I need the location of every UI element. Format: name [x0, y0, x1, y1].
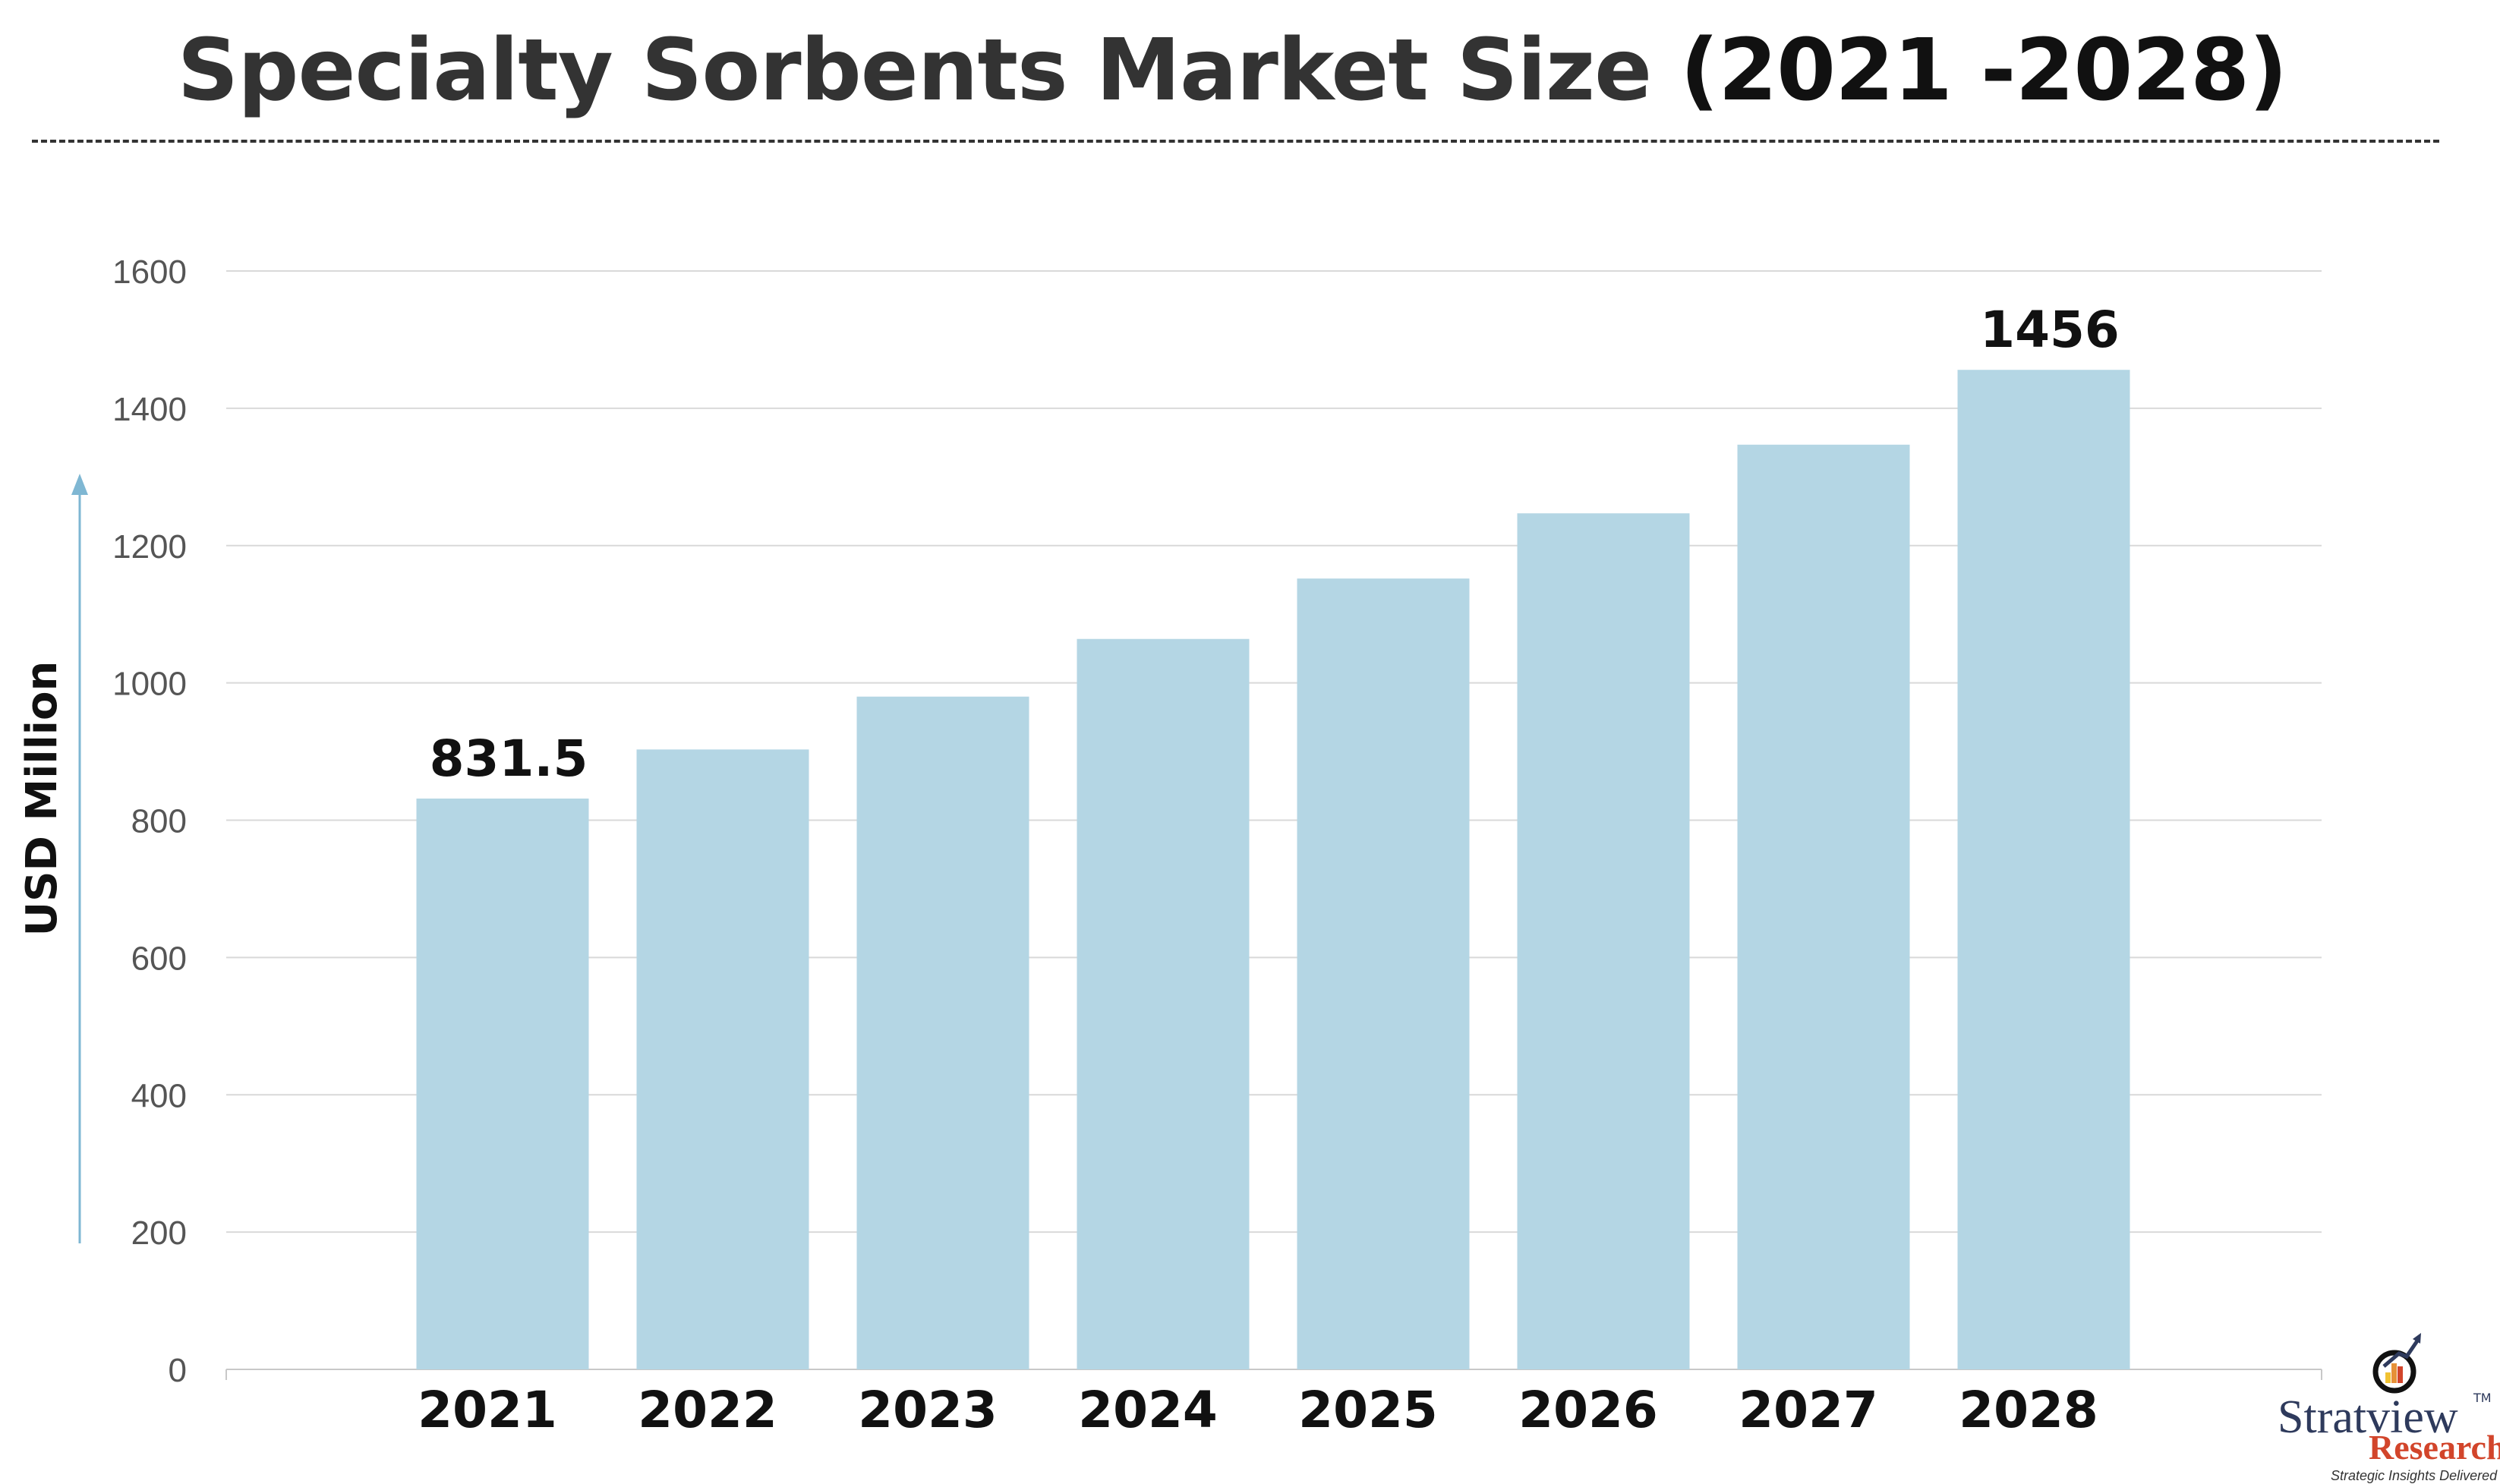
bar-2022 [636, 749, 809, 1369]
title-divider [32, 140, 2439, 143]
y-tick-label: 0 [169, 1352, 187, 1389]
data-label: 831.5 [430, 729, 588, 788]
y-tick-label: 1400 [112, 391, 187, 428]
y-tick-label: 800 [131, 803, 187, 840]
data-label: 1456 [1980, 301, 2120, 359]
logo-tm: TM [2473, 1391, 2492, 1405]
y-tick-label: 200 [131, 1215, 187, 1252]
title-years: (2021 -2028) [1680, 21, 2287, 120]
logo-name: Stratview [2278, 1391, 2458, 1443]
x-tick-label: 2024 [1078, 1381, 1218, 1439]
x-tick-label: 2025 [1298, 1381, 1438, 1439]
x-tick-label: 2026 [1518, 1381, 1658, 1439]
bar-2027 [1737, 444, 1910, 1369]
chart-title: Specialty Sorbents Market Size (2021 -20… [0, 21, 2464, 120]
bar-2021 [416, 799, 589, 1369]
y-tick-label: 400 [131, 1077, 187, 1114]
stratview-logo: Stratview TM Research Strategic Insights… [2270, 1321, 2500, 1483]
bar-2026 [1517, 513, 1690, 1369]
bar-2028 [1957, 370, 2130, 1370]
y-tick-label: 1200 [112, 528, 187, 566]
x-tick-label: 2028 [1959, 1381, 2098, 1439]
magnifier-chart-icon [2372, 1333, 2421, 1394]
x-tick-label: 2021 [418, 1381, 557, 1439]
title-main: Specialty Sorbents Market Size [177, 21, 1681, 120]
y-tick-label: 1600 [112, 254, 187, 291]
y-tick-label: 600 [131, 940, 187, 977]
y-tick-label: 1000 [112, 666, 187, 703]
bar-2025 [1297, 578, 1470, 1370]
y-axis-title: USD Million [17, 661, 67, 937]
arrow-up-icon [71, 474, 88, 495]
logo-tagline: Strategic Insights Delivered [2331, 1468, 2498, 1483]
logo-sub: Research [2369, 1428, 2500, 1467]
x-tick-label: 2022 [638, 1381, 777, 1439]
bar-2023 [856, 696, 1029, 1369]
x-tick-label: 2027 [1739, 1381, 1878, 1439]
bar-2024 [1077, 638, 1250, 1369]
x-tick-label: 2023 [858, 1381, 998, 1439]
